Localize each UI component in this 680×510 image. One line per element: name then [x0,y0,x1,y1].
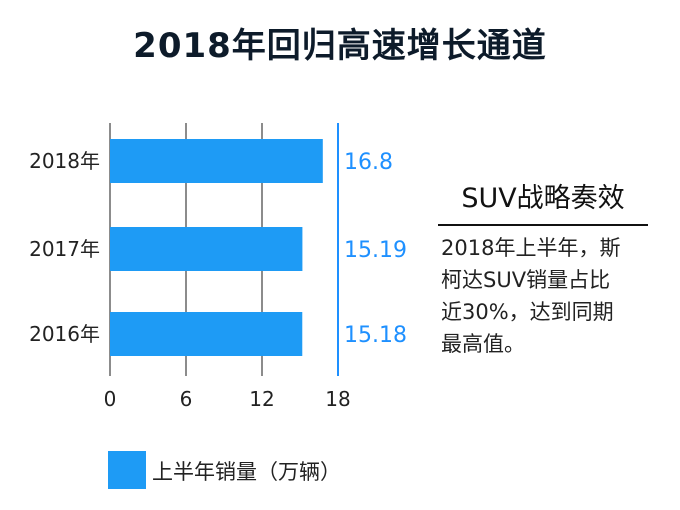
side-panel-title: SUV战略奏效 [461,183,625,214]
tick-label: 18 [325,387,350,411]
category-label: 2017年 [29,237,100,261]
side-panel-line: 柯达SUV销量占比 [441,268,611,292]
tick-label: 6 [180,387,193,411]
side-panel-line: 近30%，达到同期 [441,300,614,324]
legend-swatch [108,451,146,489]
data-label: 16.8 [344,150,393,175]
bar [110,139,323,183]
side-panel-divider [438,224,648,226]
tick-label: 12 [249,387,274,411]
data-label: 15.19 [344,238,407,263]
data-label: 15.18 [344,323,407,348]
legend-label: 上半年销量（万辆） [152,460,341,484]
side-panel-line: 最高值。 [441,332,525,356]
category-label: 2018年 [29,149,100,173]
chart-title: 2018年回归高速增长通道 [133,26,547,66]
bar [110,312,303,356]
tick-label: 0 [104,387,117,411]
category-label: 2016年 [29,322,100,346]
side-panel-text: 2018年上半年，斯 柯达SUV销量占比 近30%，达到同期 最高值。 [441,232,646,360]
bar [110,227,303,271]
side-panel-line: 2018年上半年，斯 [441,236,621,260]
